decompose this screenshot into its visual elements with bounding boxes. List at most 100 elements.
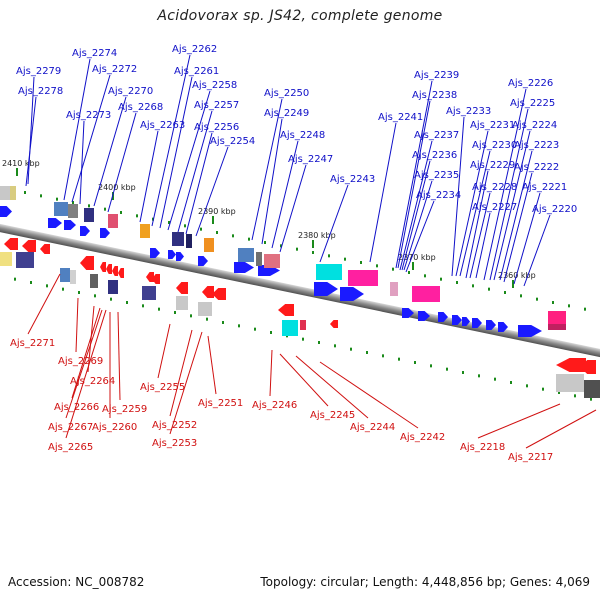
- minor-tick: [462, 371, 464, 374]
- gene-leader-line: [251, 98, 283, 241]
- forward-gene-label: Ajs_2239: [414, 70, 459, 81]
- gene-leader-line: [63, 58, 91, 201]
- reverse-gene-arrow: [580, 360, 596, 374]
- gene-leader-line: [71, 74, 111, 203]
- forward-gene-arrow: [0, 206, 12, 217]
- forward-gene-label: Ajs_2263: [140, 120, 185, 131]
- gene-leader-line: [117, 311, 121, 401]
- minor-tick: [456, 281, 458, 284]
- minor-tick: [24, 191, 26, 194]
- minor-tick: [302, 337, 304, 341]
- reverse-gene-box: [108, 280, 118, 294]
- forward-gene-box: [10, 186, 16, 200]
- forward-gene-arrow: [314, 282, 338, 296]
- kbp-tick: [212, 216, 214, 224]
- minor-tick: [270, 331, 272, 334]
- minor-tick: [110, 297, 112, 301]
- gene-leader-line: [513, 192, 541, 285]
- reverse-gene-arrow: [100, 262, 106, 272]
- forward-gene-label: Ajs_2241: [378, 112, 423, 123]
- forward-gene-label: Ajs_2262: [172, 44, 217, 55]
- reverse-gene-arrow: [106, 264, 112, 274]
- gene-leader-line: [319, 184, 349, 263]
- reverse-gene-label: Ajs_2251: [198, 398, 243, 409]
- forward-gene-arrow: [100, 228, 110, 238]
- reverse-gene-arrow: [4, 238, 18, 250]
- forward-gene-label: Ajs_2237: [414, 130, 459, 141]
- forward-gene-box: [140, 224, 150, 238]
- forward-gene-label: Ajs_2224: [512, 120, 557, 131]
- gene-leader-line: [79, 120, 85, 205]
- forward-gene-label: Ajs_2226: [508, 78, 553, 89]
- accession-text: Accession: NC_008782: [8, 575, 145, 589]
- reverse-gene-label: Ajs_2217: [508, 452, 553, 463]
- reverse-gene-label: Ajs_2264: [70, 376, 115, 387]
- gene-leader-line: [451, 116, 465, 277]
- forward-gene-label: Ajs_2257: [194, 100, 239, 111]
- forward-gene-box: [348, 270, 378, 286]
- forward-gene-label: Ajs_2227: [472, 202, 517, 213]
- reverse-gene-label: Ajs_2245: [310, 410, 355, 421]
- backbone-layer: [0, 220, 600, 363]
- reverse-gene-box: [176, 296, 188, 310]
- gene-leader-line: [27, 273, 61, 335]
- gene-leader-line: [369, 122, 397, 263]
- minor-tick: [552, 301, 554, 304]
- minor-tick: [190, 314, 192, 318]
- minor-tick: [174, 311, 176, 314]
- gene-leader-line: [523, 214, 551, 287]
- reverse-gene-arrow: [556, 358, 586, 372]
- gene-leader-line: [93, 96, 127, 207]
- forward-gene-arrow: [518, 325, 542, 337]
- forward-gene-box: [316, 264, 342, 280]
- minor-tick: [366, 351, 368, 354]
- reverse-gene-arrow: [152, 274, 160, 284]
- minor-tick: [392, 267, 394, 271]
- genome-backbone: [0, 220, 600, 363]
- gene-leader-line: [151, 54, 191, 227]
- forward-gene-label: Ajs_2238: [412, 90, 457, 101]
- reverse-gene-box: [198, 302, 212, 316]
- forward-gene-box: [548, 311, 566, 325]
- reverse-gene-label: Ajs_2267: [48, 422, 93, 433]
- minor-tick: [494, 377, 496, 381]
- reverse-gene-box: [60, 268, 70, 282]
- gene-leader-line: [167, 90, 211, 231]
- gene-leader-line: [195, 146, 229, 237]
- backbone-bar: [0, 220, 600, 363]
- kbp-tick-label: 2390 kbp: [198, 207, 236, 216]
- gene-leader-line: [27, 76, 35, 185]
- forward-gene-arrow: [340, 287, 364, 301]
- kbp-tick-label: 2410 kbp: [2, 159, 40, 168]
- reverse-gene-label: Ajs_2265: [48, 442, 93, 453]
- forward-gene-label: Ajs_2270: [108, 86, 153, 97]
- forward-gene-label: Ajs_2236: [412, 150, 457, 161]
- forward-gene-label: Ajs_2249: [264, 108, 309, 119]
- gene-leader-line: [503, 172, 533, 283]
- minor-tick: [88, 204, 90, 208]
- minor-tick: [568, 304, 570, 308]
- gene-leader-line: [185, 132, 213, 235]
- forward-gene-box: [54, 202, 68, 216]
- gene-leader-line: [65, 309, 107, 439]
- map-title: Acidovorax sp. JS42, complete genome: [157, 8, 443, 24]
- labels-layer: Ajs_2279 Ajs_2278 Ajs_2274 Ajs_2272 Ajs_2273…: [10, 44, 577, 463]
- reverse-gene-label: Ajs_2269: [58, 356, 103, 367]
- minor-tick: [72, 201, 74, 204]
- gene-leader-line: [87, 305, 95, 373]
- reverse-gene-box: [0, 252, 12, 266]
- reverse-gene-label: Ajs_2252: [152, 420, 197, 431]
- reverse-gene-arrow: [278, 304, 294, 316]
- minor-tick: [232, 234, 234, 238]
- gene-leader-line: [395, 80, 433, 269]
- minor-tick: [408, 271, 410, 274]
- topology-text: Topology: circular; Length: 4,448,856 bp…: [260, 575, 590, 589]
- minor-tick: [62, 287, 64, 291]
- reverse-gene-box: [90, 274, 98, 288]
- minor-tick: [414, 361, 416, 364]
- kbp-tick-label: 2380 kbp: [298, 231, 336, 240]
- reverse-gene-arrow: [80, 256, 94, 270]
- gene-leader-line: [279, 164, 307, 253]
- gene-leader-line: [159, 76, 193, 229]
- minor-tick: [472, 284, 474, 288]
